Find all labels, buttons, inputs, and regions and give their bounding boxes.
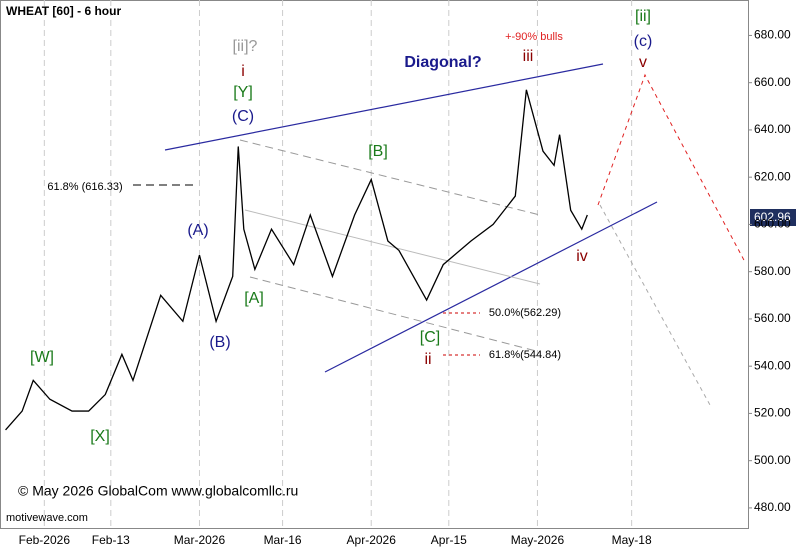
annotation: ii (424, 351, 431, 368)
marks (5, 89, 588, 431)
annotation: (C) (232, 108, 254, 125)
projection (599, 204, 711, 406)
drawings (133, 63, 746, 406)
x-tick-label: Apr-2026 (347, 533, 397, 547)
x-tick-label: Apr-15 (431, 533, 467, 547)
chart-title: WHEAT [60] - 6 hour (6, 4, 121, 18)
trend-line (164, 63, 604, 151)
annotation: [B] (368, 143, 388, 160)
x-tick-label: Feb-13 (92, 533, 130, 547)
source: motivewave.com (6, 512, 88, 524)
y-tick-label: 640.00 (754, 122, 791, 136)
x-tick-label: Mar-16 (264, 533, 302, 547)
y-tick-label: 560.00 (754, 311, 791, 325)
y-tick-label: 480.00 (754, 500, 791, 514)
projection (597, 73, 746, 263)
annotation: [C] (420, 329, 440, 346)
price-label: 602.96 (754, 210, 791, 224)
x-tick-label: May-2026 (511, 533, 565, 547)
y-tick-label: 520.00 (754, 406, 791, 420)
grid (43, 0, 633, 528)
channel-line (249, 276, 541, 353)
y-tick-label: 620.00 (754, 169, 791, 183)
annotation: 50.0%(562.29) (489, 307, 561, 319)
annotation: [ii]? (233, 38, 258, 55)
y-tick-label: 600.00 (754, 217, 791, 231)
x-tick-label: Mar-2026 (174, 533, 226, 547)
annotation: [A] (244, 290, 264, 307)
y-tick-label: 660.00 (754, 75, 791, 89)
annotation: [W] (30, 349, 54, 366)
annotation: v (639, 54, 647, 71)
y-tick-label: 580.00 (754, 264, 791, 278)
price-marker (750, 209, 796, 226)
y-tick-label: 680.00 (754, 28, 791, 42)
annotation: (A) (187, 222, 208, 239)
annotation: (c) (634, 33, 653, 50)
x-tick-label: May-18 (612, 533, 652, 547)
annotation: i (241, 63, 245, 80)
annotation: [Y] (233, 84, 253, 101)
y-tick-label: 540.00 (754, 358, 791, 372)
x-tick-label: Feb-2026 (19, 533, 71, 547)
watermark: © May 2026 GlobalCom www.globalcomllc.ru (18, 483, 298, 499)
annotation: (B) (209, 334, 230, 351)
annotation: +-90% bulls (505, 31, 563, 43)
annotation: [X] (90, 428, 110, 445)
annotation: iii (523, 48, 534, 65)
annotation: iv (576, 248, 588, 265)
annotation: 61.8% (616.33) (47, 181, 122, 193)
annotation: Diagonal? (404, 54, 481, 71)
price-line (5, 89, 588, 431)
annotation: 61.8%(544.84) (489, 349, 561, 361)
trend-line (324, 201, 658, 373)
annotation: [ii] (635, 8, 651, 25)
channel-line (244, 209, 541, 285)
y-tick-label: 500.00 (754, 453, 791, 467)
plot-frame (0, 0, 749, 529)
